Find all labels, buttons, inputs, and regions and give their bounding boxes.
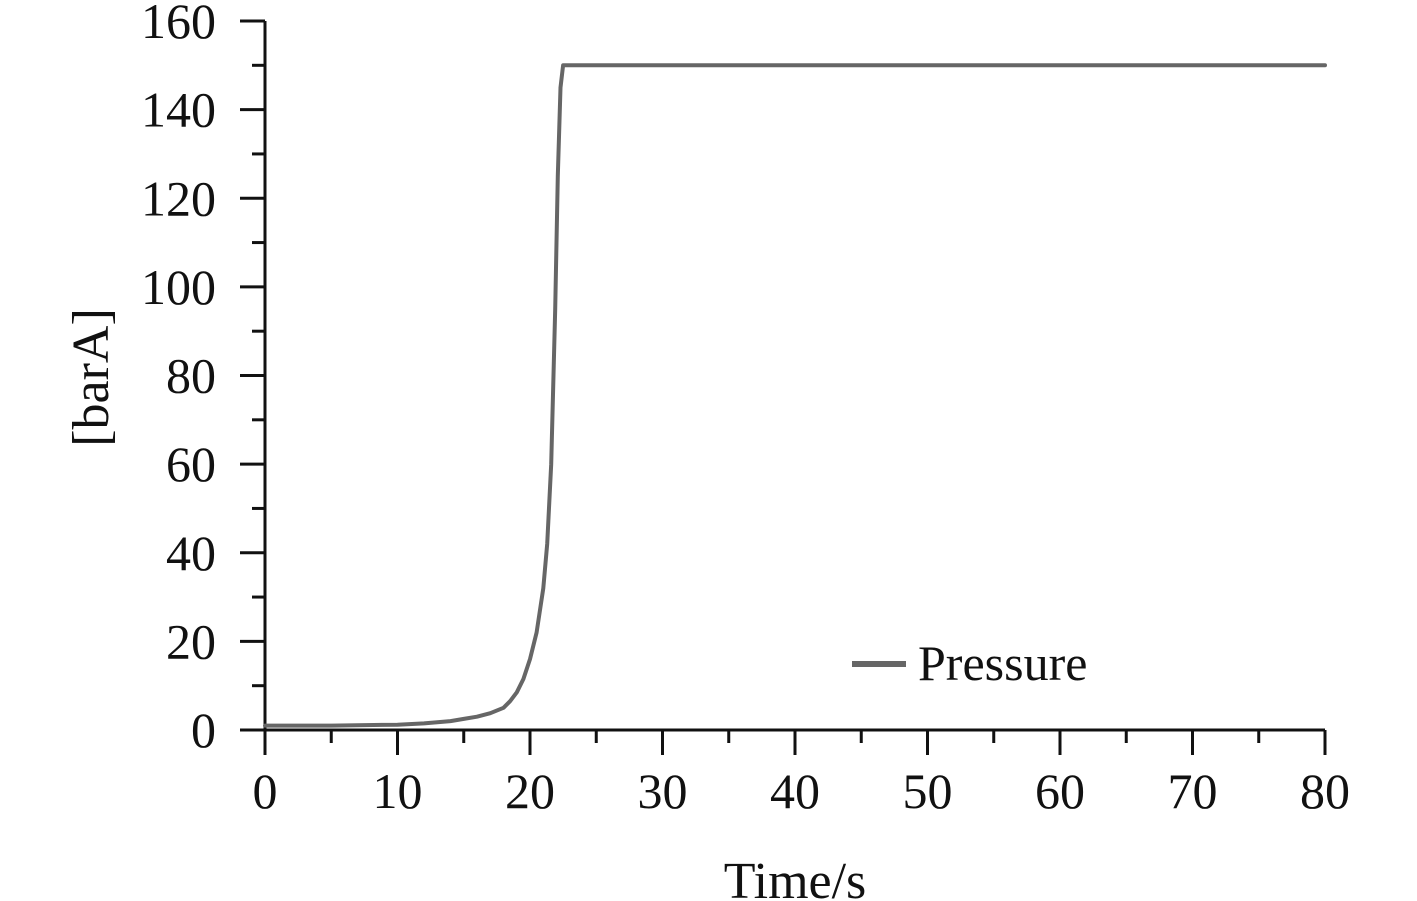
x-tick-label: 60 <box>1035 763 1085 819</box>
y-tick-label: 20 <box>166 613 216 669</box>
y-tick-label: 100 <box>141 259 216 315</box>
y-tick-label: 120 <box>141 170 216 226</box>
x-tick-label: 30 <box>638 763 688 819</box>
y-tick-label: 0 <box>191 702 216 758</box>
y-tick-label: 160 <box>141 0 216 49</box>
y-axis-label: [barA] <box>63 308 120 447</box>
legend: Pressure <box>852 635 1087 691</box>
x-tick-label: 70 <box>1168 763 1218 819</box>
x-tick-label: 0 <box>253 763 278 819</box>
x-tick-label: 10 <box>373 763 423 819</box>
x-tick-label: 50 <box>903 763 953 819</box>
x-tick-label: 20 <box>505 763 555 819</box>
axes <box>240 21 1325 755</box>
x-tick-label: 40 <box>770 763 820 819</box>
series-layer <box>263 63 1327 728</box>
y-tick-label: 140 <box>141 82 216 138</box>
y-tick-label: 40 <box>166 525 216 581</box>
series-line-pressure <box>263 63 1327 728</box>
y-tick-label: 60 <box>166 436 216 492</box>
y-tick-label: 80 <box>166 348 216 404</box>
legend-label-pressure: Pressure <box>918 635 1087 691</box>
x-ticks: 0 10 20 30 40 50 60 70 80 <box>253 730 1350 819</box>
y-ticks: 0 20 40 60 80 100 120 140 160 <box>141 0 265 758</box>
x-axis-label: Time/s <box>724 853 867 901</box>
x-tick-label: 80 <box>1300 763 1350 819</box>
